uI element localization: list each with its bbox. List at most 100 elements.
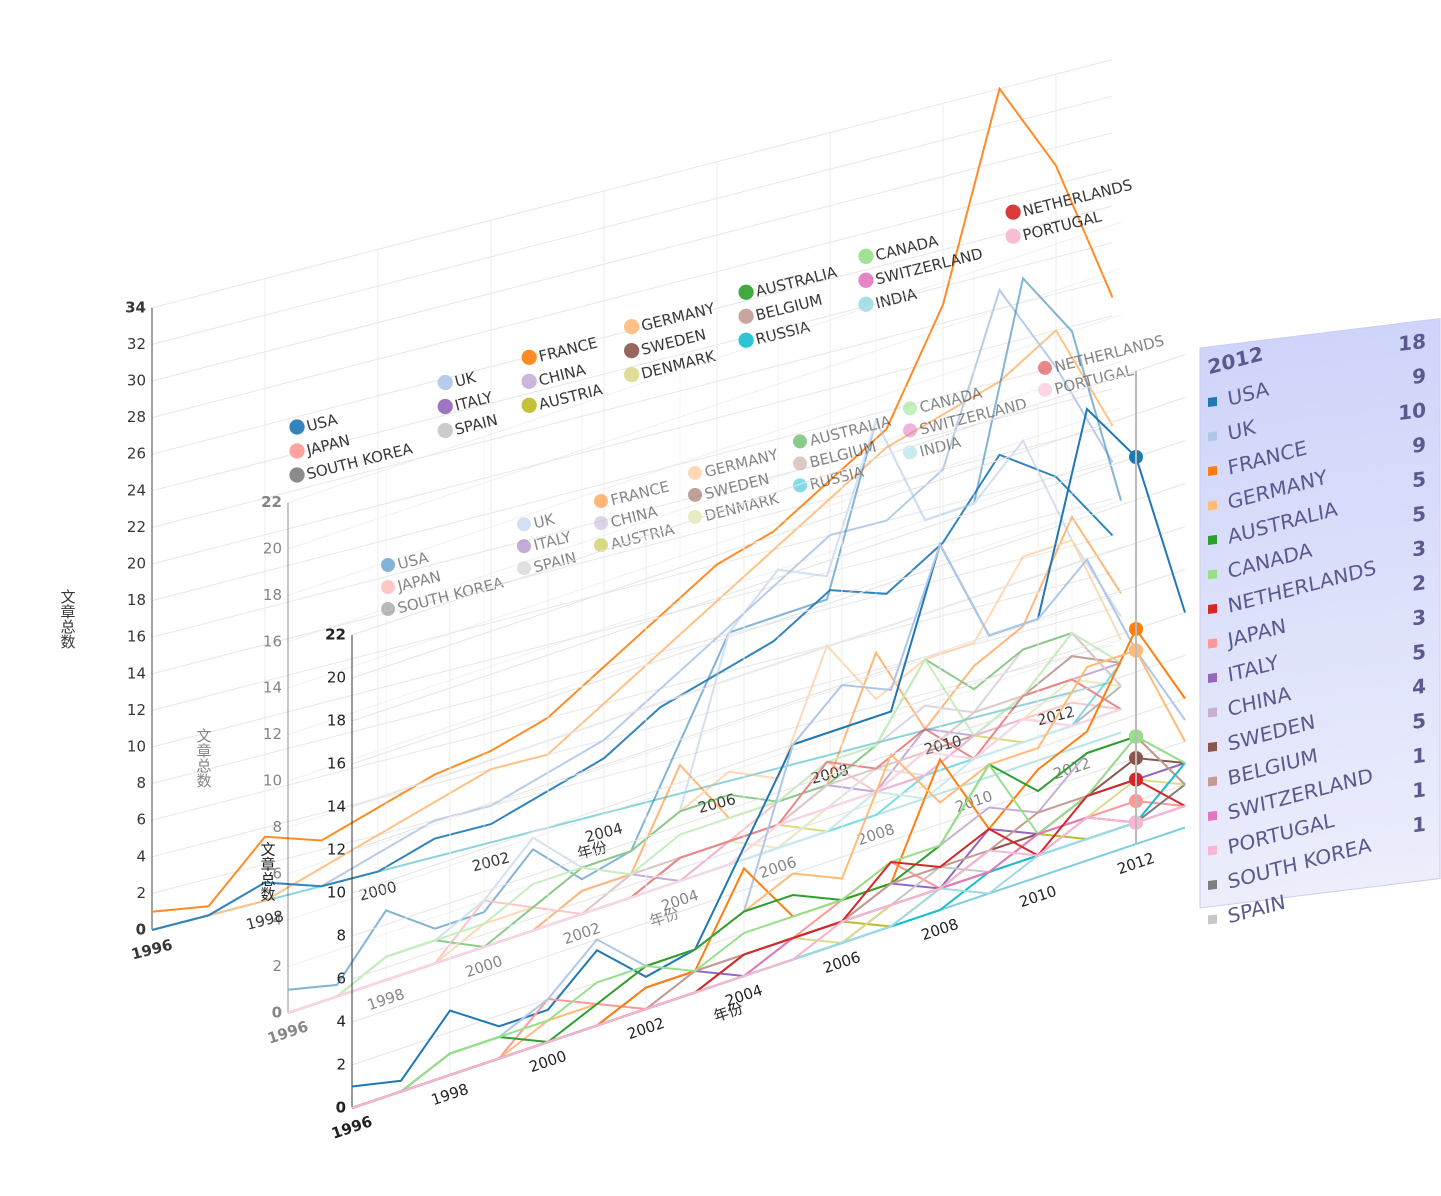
y-tick-label: 10	[127, 738, 146, 756]
legend-label: ITALY	[453, 388, 495, 415]
series-line	[287, 661, 1122, 1014]
y-tick-label: 2	[336, 1056, 346, 1074]
y-tick-label: 0	[272, 1004, 282, 1022]
y-tick-label: 10	[263, 772, 282, 790]
legend-marker	[381, 558, 395, 572]
series-line	[151, 86, 1114, 913]
legend-marker	[289, 443, 305, 459]
series-line	[151, 453, 1114, 931]
tooltip-box	[1199, 317, 1441, 909]
y-tick-label: 6	[136, 811, 146, 829]
y-tick-label: 8	[136, 774, 146, 792]
x-tick-label: 1998	[429, 1080, 471, 1109]
y-tick-label: 0	[336, 1099, 346, 1117]
grid-line	[351, 483, 1186, 765]
x-tick-label: 1996	[265, 1017, 310, 1047]
legend-marker	[858, 248, 874, 264]
tooltip-value: 3	[1412, 536, 1426, 562]
grid-line	[151, 59, 1113, 309]
y-tick-label: 30	[127, 372, 146, 390]
legend-marker	[858, 272, 874, 288]
legend-marker	[289, 467, 305, 483]
legend-marker	[688, 509, 702, 524]
series-line	[287, 631, 1122, 1014]
series-line	[351, 735, 1186, 1109]
legend-label: AUSTRALIA	[754, 263, 840, 301]
tooltip-value: 18	[1398, 329, 1426, 356]
series-line	[151, 328, 1114, 931]
tooltip-swatch	[1208, 845, 1217, 856]
x-tick-label: 2012	[1115, 849, 1157, 878]
legend-marker	[1005, 204, 1021, 220]
y-tick-label: 8	[336, 927, 346, 945]
x-tick-label: 1998	[365, 985, 407, 1014]
tooltip-swatch	[1208, 914, 1217, 925]
legend-marker	[738, 332, 754, 348]
x-tick-label: 2006	[821, 948, 863, 977]
legend-marker	[624, 366, 640, 383]
x-tick-label: 1996	[329, 1112, 374, 1142]
legend-marker	[1038, 360, 1052, 375]
y-tick-label: 24	[127, 481, 146, 499]
legend-marker	[688, 465, 702, 480]
grid-line	[151, 132, 1113, 382]
y-tick-label: 2	[136, 884, 146, 902]
series-line	[351, 762, 1186, 1109]
y-tick-label: 4	[272, 911, 282, 929]
legend-marker	[738, 308, 754, 324]
front-layer: 0 2 4 6 8 10 12 14 16 18 20 22 1996 1998 2000 2002 20 0 4 2…	[259, 354, 1186, 1143]
legend-marker	[858, 296, 874, 312]
grid-line	[287, 360, 1122, 643]
y-axis-title: 文章总数	[195, 728, 213, 788]
legend-marker	[517, 517, 531, 532]
series-line	[351, 735, 1186, 1109]
grid-line	[351, 354, 1186, 636]
y-tick-label: 22	[127, 518, 146, 536]
legend-marker	[688, 487, 702, 502]
grid-line	[151, 534, 1113, 785]
legend-marker	[738, 284, 754, 300]
tooltip-value: 5	[1412, 708, 1426, 734]
tooltip-value: 9	[1412, 363, 1426, 389]
y-tick-label: 14	[327, 798, 346, 816]
x-axis-title: 年份	[711, 999, 745, 1026]
x-tick-label: 2006	[757, 853, 799, 882]
legend-marker	[521, 349, 537, 365]
tooltip-swatch	[1208, 810, 1217, 822]
legend-marker	[437, 398, 453, 415]
x-tick-label: 2002	[561, 919, 603, 948]
y-tick-label: 26	[127, 445, 146, 463]
legend-marker	[624, 318, 640, 335]
y-tick-label: 22	[325, 626, 346, 644]
legend-marker	[1005, 228, 1021, 244]
y-tick-label: 12	[327, 841, 346, 859]
y-tick-label: 32	[127, 335, 146, 353]
x-axis	[151, 680, 1113, 931]
tooltip-value: 3	[1412, 605, 1426, 631]
grid-line	[151, 425, 1113, 675]
x-tick-label: 2000	[463, 952, 505, 981]
legend-marker	[594, 494, 608, 509]
y-tick-label: 16	[327, 755, 346, 773]
legend-marker	[437, 422, 453, 439]
grid-line	[351, 741, 1186, 1023]
y-tick-label: 10	[327, 884, 346, 902]
y-axis-title: 文章总数	[59, 589, 77, 649]
y-tick-label: 6	[336, 970, 346, 988]
legend-label: GERMANY	[639, 299, 717, 335]
tooltip-value: 5	[1412, 639, 1426, 665]
legend-label: FRANCE	[609, 477, 671, 509]
series-line	[287, 662, 1122, 1014]
grid-line	[287, 268, 1122, 550]
y-tick-label: 18	[263, 586, 282, 604]
x-tick-label: 2000	[357, 878, 398, 905]
series-line	[287, 631, 1122, 1014]
tooltip-value: 1	[1412, 812, 1426, 838]
tooltip-swatch	[1208, 638, 1217, 649]
legend-marker	[437, 374, 453, 391]
grid-line	[151, 315, 1113, 565]
tooltip-swatch	[1208, 776, 1217, 787]
y-tick-label: 12	[127, 701, 146, 719]
y-tick-label: 12	[263, 725, 282, 743]
